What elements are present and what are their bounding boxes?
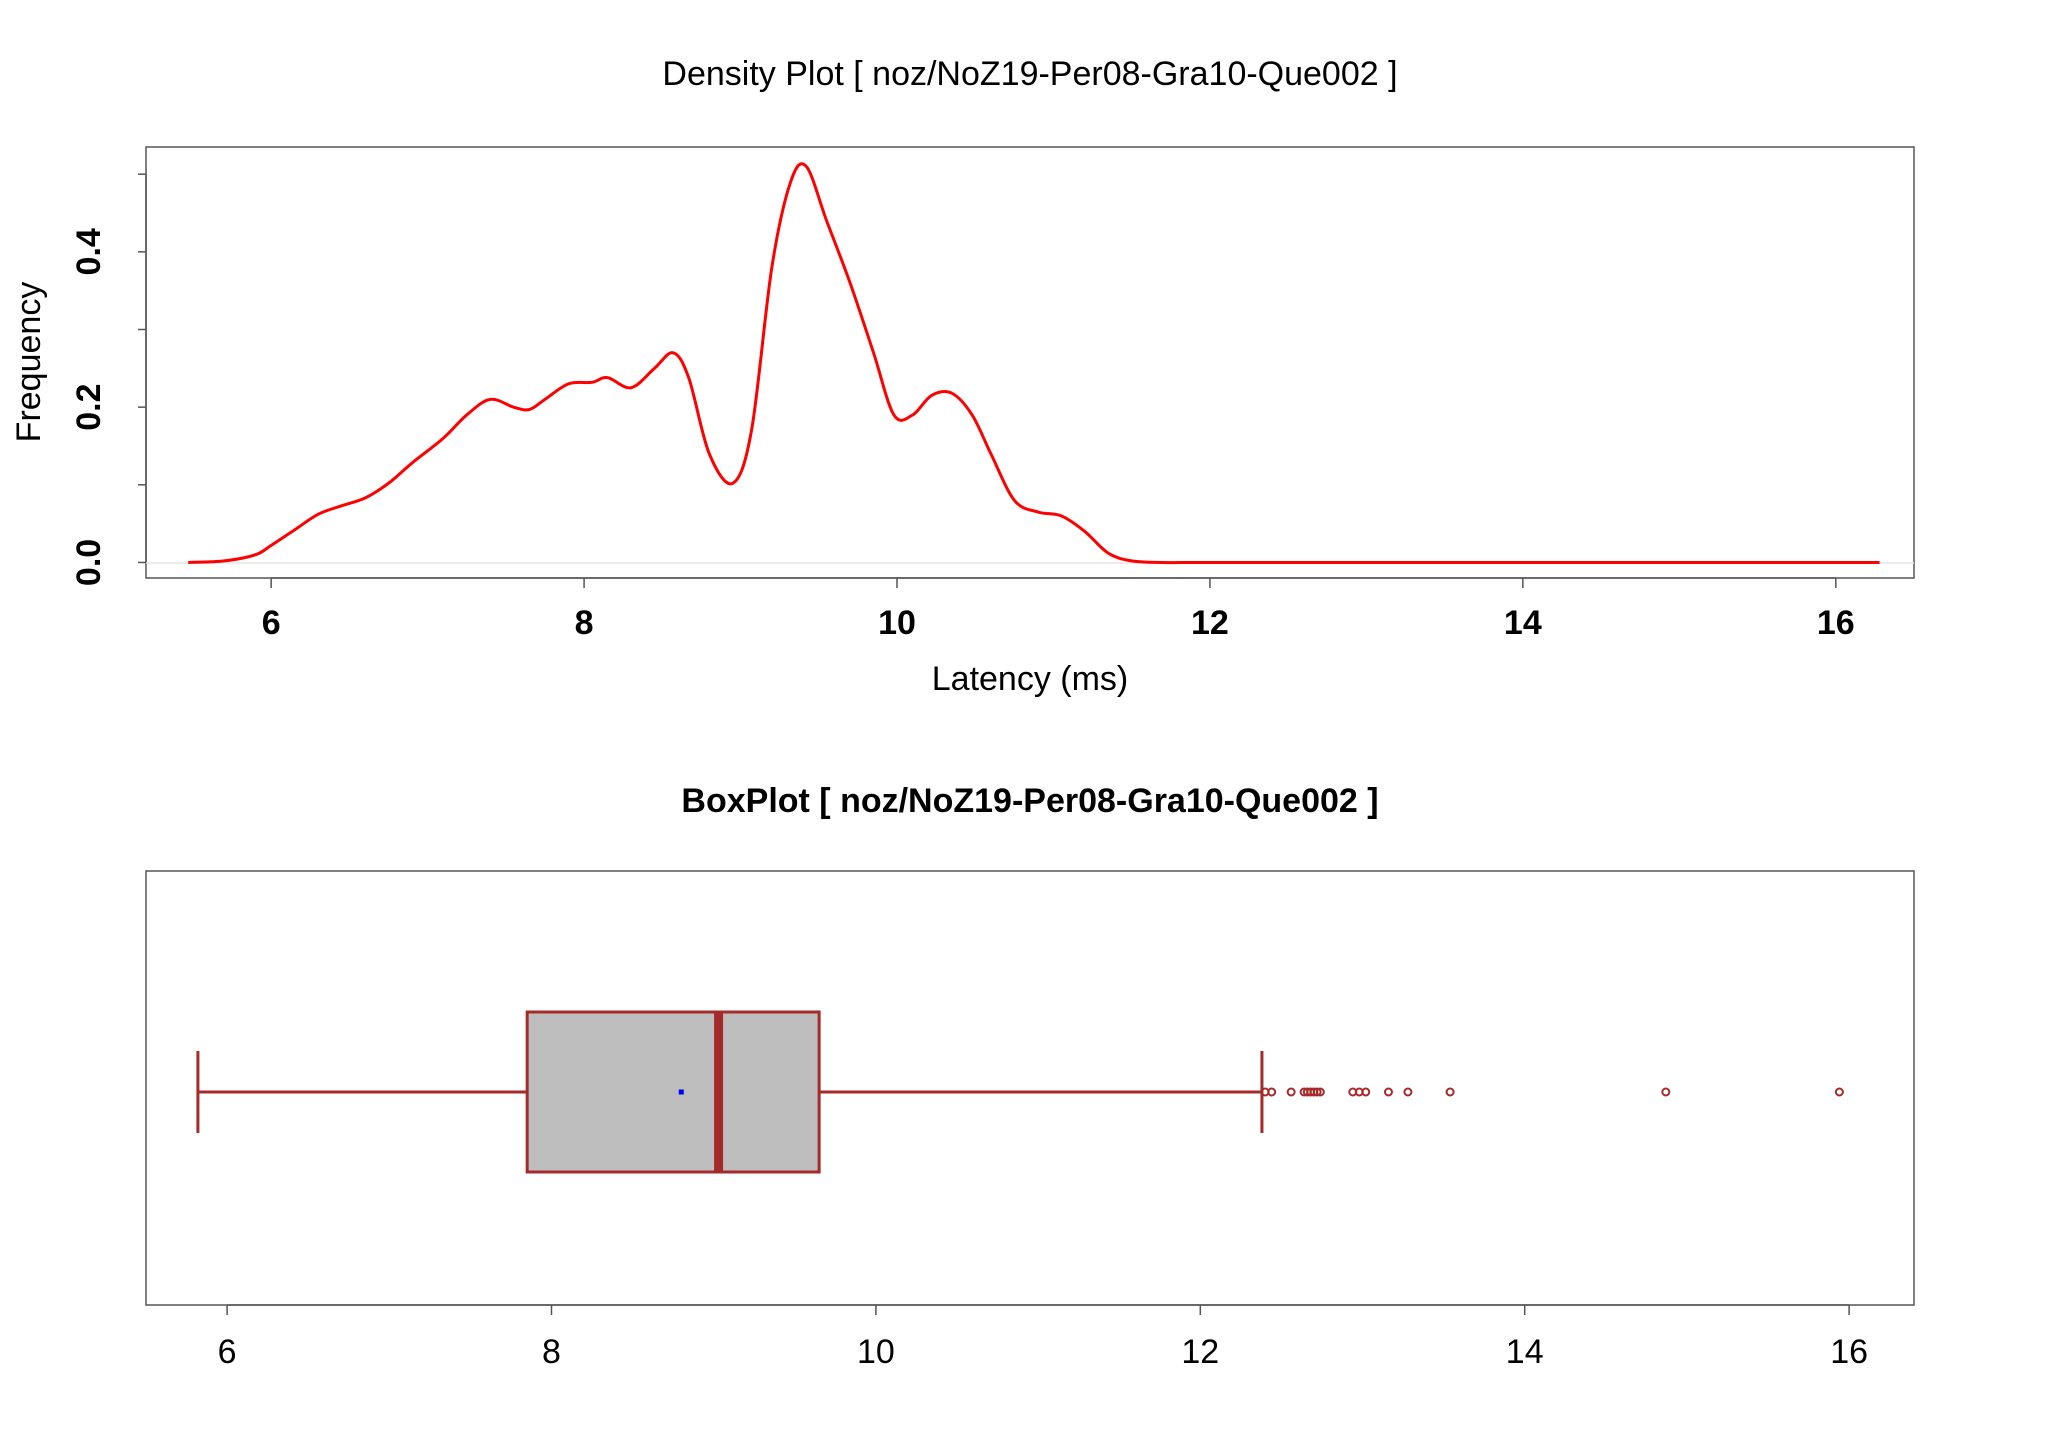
box-x-axis: 6 8 10 12 14 16 bbox=[218, 1304, 1868, 1371]
box-marks bbox=[196, 1010, 1844, 1174]
box-x-tick-label: 6 bbox=[218, 1333, 237, 1371]
box-outlier-point bbox=[1267, 1087, 1277, 1097]
density-y-tick-label: 0.2 bbox=[70, 384, 108, 431]
box-plot-frame bbox=[145, 870, 1915, 1306]
box-x-tick-label: 10 bbox=[857, 1333, 895, 1371]
density-series bbox=[188, 162, 1880, 565]
box-outlier-point bbox=[1361, 1087, 1371, 1097]
density-plot-frame bbox=[145, 146, 1915, 579]
box-chart: BoxPlot [ noz/NoZ19-Per08-Gra10-Que002 ]… bbox=[145, 782, 1915, 1371]
density-y-tick-label: 0.4 bbox=[70, 228, 108, 275]
density-chart-title: Density Plot [ noz/NoZ19-Per08-Gra10-Que… bbox=[662, 55, 1397, 93]
density-y-axis: 0.0 0.2 0.4 bbox=[70, 173, 147, 586]
density-x-tick-label: 14 bbox=[1504, 604, 1542, 642]
density-x-tick-label: 8 bbox=[575, 604, 594, 642]
box-outlier-point bbox=[1383, 1087, 1393, 1097]
box-x-tick-label: 8 bbox=[542, 1333, 561, 1371]
density-x-axis-label: Latency (ms) bbox=[932, 660, 1129, 698]
density-x-tick-label: 6 bbox=[262, 604, 281, 642]
box-outlier-point bbox=[1286, 1087, 1296, 1097]
density-x-axis: 6 8 10 12 14 16 bbox=[262, 577, 1855, 642]
density-x-tick-label: 10 bbox=[878, 604, 916, 642]
density-y-tick-label: 0.0 bbox=[70, 539, 108, 586]
box-x-tick-label: 14 bbox=[1506, 1333, 1544, 1371]
density-y-axis-label: Frequency bbox=[10, 282, 48, 443]
box-mean-marker bbox=[678, 1089, 684, 1095]
density-x-tick-label: 16 bbox=[1817, 604, 1855, 642]
box-outlier-point bbox=[1403, 1087, 1413, 1097]
box-outlier-point bbox=[1445, 1087, 1455, 1097]
density-curve bbox=[188, 162, 1880, 565]
box-x-tick-label: 16 bbox=[1830, 1333, 1868, 1371]
box-outlier-point bbox=[1312, 1087, 1322, 1097]
box-outlier-point bbox=[1315, 1087, 1325, 1097]
box-chart-title: BoxPlot [ noz/NoZ19-Per08-Gra10-Que002 ] bbox=[681, 782, 1378, 820]
box-outlier-point bbox=[1661, 1087, 1671, 1097]
density-x-tick-label: 12 bbox=[1191, 604, 1229, 642]
box-x-tick-label: 12 bbox=[1181, 1333, 1219, 1371]
box-iqr bbox=[525, 1010, 821, 1174]
box-outlier-point bbox=[1834, 1087, 1844, 1097]
density-chart: Density Plot [ noz/NoZ19-Per08-Gra10-Que… bbox=[10, 55, 1915, 698]
